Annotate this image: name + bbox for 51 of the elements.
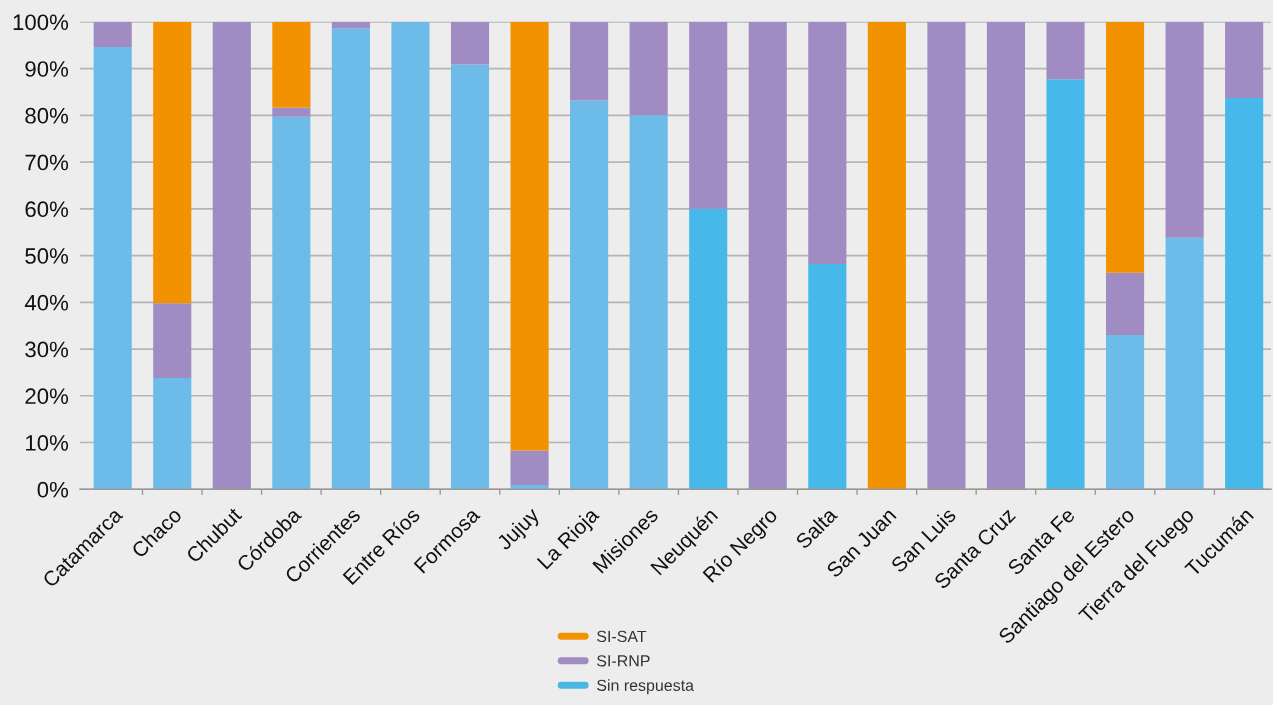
bar xyxy=(570,100,609,490)
bar xyxy=(1225,98,1264,490)
bar xyxy=(1106,21,1145,273)
bar xyxy=(272,116,311,490)
bar xyxy=(1165,237,1204,490)
y-tick-label: 50% xyxy=(25,248,69,264)
y-tick-label: 30% xyxy=(25,341,69,358)
bar xyxy=(689,21,728,209)
bar xyxy=(570,21,609,101)
bar xyxy=(450,64,490,490)
bar xyxy=(689,208,728,490)
bar xyxy=(93,21,132,48)
y-tick-label: 40% xyxy=(24,294,69,311)
y-tick-label: 70% xyxy=(25,154,69,171)
bar xyxy=(510,21,549,451)
bar xyxy=(450,21,490,65)
y-tick-label: 20% xyxy=(25,388,69,405)
bar xyxy=(1106,335,1145,490)
bar xyxy=(93,47,132,490)
bar xyxy=(153,21,192,304)
bar xyxy=(1046,79,1085,490)
bar xyxy=(1225,21,1264,99)
y-tick-label: 100% xyxy=(13,14,69,31)
bar xyxy=(272,107,311,117)
legend-label: Sin respuesta xyxy=(597,679,694,695)
bar xyxy=(1106,272,1145,336)
legend-label: SI-RNP xyxy=(597,655,650,667)
bar xyxy=(808,263,847,490)
bar xyxy=(153,303,192,379)
bar xyxy=(986,21,1026,490)
bar xyxy=(808,21,847,264)
bar xyxy=(629,21,668,116)
bar xyxy=(1046,21,1085,80)
bar xyxy=(510,450,549,486)
bar xyxy=(927,21,966,490)
bar xyxy=(331,21,370,29)
bar xyxy=(867,21,906,490)
bar xyxy=(212,21,251,490)
y-tick-label: 10% xyxy=(26,435,69,451)
bar xyxy=(391,21,430,490)
bar xyxy=(1165,21,1204,238)
bar xyxy=(748,21,787,490)
y-tick-label: 90% xyxy=(25,61,69,77)
y-tick-label: 80% xyxy=(25,107,69,124)
y-tick-label: 0% xyxy=(37,481,69,498)
bar xyxy=(331,28,370,490)
bar xyxy=(272,21,311,108)
legend-label: SI-SAT xyxy=(597,630,647,643)
bar xyxy=(153,378,192,490)
y-tick-label: 60% xyxy=(25,201,69,218)
bar xyxy=(629,115,668,490)
